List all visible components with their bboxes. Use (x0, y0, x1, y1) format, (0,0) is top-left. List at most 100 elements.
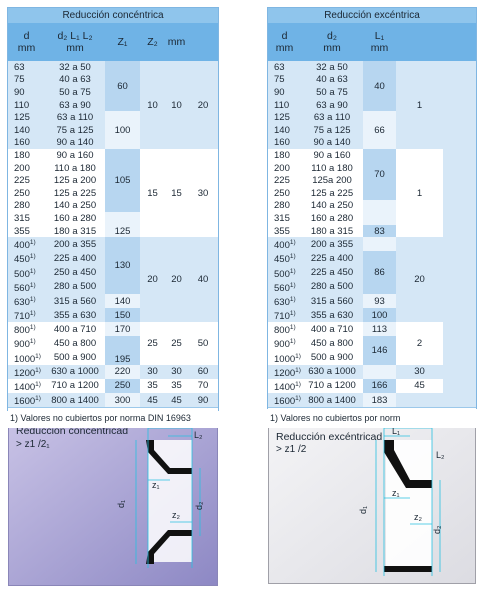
footnote-mark: 1) (29, 239, 36, 247)
cell-d: 10001) (8, 350, 45, 365)
cell-d2: 355 a 630 (301, 308, 363, 323)
cell-d2: 280 a 500 (45, 279, 105, 294)
cell-d2: 125 a 225 (45, 186, 105, 200)
cell-d2: 140 a 250 (301, 199, 363, 213)
cell-e: 1 (396, 149, 443, 238)
column-header: mm (165, 23, 188, 61)
cell-d2: 90 a 140 (301, 136, 363, 150)
header-text: mm (275, 42, 294, 54)
cell-d2: 180 a 315 (45, 224, 105, 238)
cell-z: 10 (165, 61, 188, 150)
cell-empty (443, 61, 476, 408)
column-header (396, 23, 443, 61)
dim-label: z₂ (172, 510, 181, 520)
data-row: 180 90 a 160 70 1 (268, 149, 476, 238)
cell-z1: 140 (105, 293, 140, 309)
cell-d: 200 (8, 161, 45, 175)
footnote: 1) Valores no cubiertos por norma DIN 16… (8, 407, 219, 429)
data-row: 160 90 a 140 (8, 136, 218, 150)
data-row: 200 110 a 180 (8, 161, 218, 175)
d-value: 280 (274, 200, 290, 212)
cell-z: 35 (140, 378, 165, 394)
cell-d: 6301) (268, 293, 301, 309)
pipe-interior (148, 440, 192, 562)
header-row: d mm d₂ mm L₁ mm (268, 23, 476, 61)
cell-d2: 63 a 90 (301, 98, 363, 112)
header-text: mm (370, 42, 389, 54)
data-row: 225 125 a 200 (8, 174, 218, 187)
data-row: 8001) 400 a 710 170 25 25 50 (8, 322, 219, 365)
cell-d: 14001) (268, 378, 301, 394)
dim-label: d₂ (432, 525, 442, 534)
cell-empty (363, 364, 396, 379)
cell-l1: 93 (363, 293, 396, 309)
cell-z1: 300 (105, 393, 140, 408)
cell-d: 160 (8, 136, 45, 150)
cell-d: 63 (268, 61, 301, 74)
cell-d: 160 (268, 136, 301, 150)
data-row: 12001) 630 a 1000 220 30 30 60 (8, 364, 219, 379)
cell-d2: 140 a 250 (45, 199, 105, 213)
diagram-concentric: Reducción concéntricad > z1 /2₁ L₁ L₂ z₁… (8, 418, 218, 586)
cell-l1: 183 (363, 393, 396, 408)
dim-label: L₂ (436, 450, 445, 460)
cell-d2: 160 a 280 (45, 212, 105, 225)
footnote-mark: 1) (289, 338, 296, 346)
cell-d: 7101) (8, 308, 45, 323)
footnote-mark: 1) (29, 295, 36, 303)
table-title: Reducción excéntrica (268, 8, 476, 23)
data-row: 8001) 400 a 710 113 2 (268, 322, 476, 365)
footnote-mark: 1) (35, 395, 41, 403)
data-row: 315 160 a 280 125 (8, 212, 218, 238)
cell-d: 9001) (8, 336, 45, 351)
d-value: 180 (14, 149, 30, 161)
data-row: 4501) 225 a 400 (8, 251, 218, 266)
cell-l1: 100 (363, 308, 396, 323)
header-text: mm (167, 36, 186, 48)
data-row: 180 90 a 160 105 15 15 30 (8, 149, 219, 238)
data-row: 10001) 500 a 900 (268, 350, 476, 365)
d-value: 1000 (14, 353, 36, 365)
cell-d2: 710 a 1200 (45, 378, 105, 394)
cell-d2: 50 a 75 (45, 86, 105, 99)
cell-e: 20 (396, 237, 443, 323)
left-table: Reducción concéntrica d mm d₂ L₁ L₂ mm Z₁ Z₂ mm… (8, 8, 219, 429)
cell-d2: 110 a 180 (301, 161, 363, 175)
cell-d2: 40 a 63 (301, 73, 363, 87)
data-row: 140 75 a 125 (8, 123, 218, 137)
cell-d: 4501) (8, 251, 45, 266)
cell-e: 45 (396, 378, 443, 394)
cell-d: 355 (8, 224, 45, 238)
d-value: 180 (274, 149, 290, 161)
data-row: 14001) 710 a 1200 250 35 35 70 (8, 378, 219, 394)
d-value: 200 (14, 162, 30, 174)
cell-empty (363, 237, 396, 252)
footnote-mark: 1) (295, 366, 301, 374)
footnote-row: 1) Valores no cubiertos por norma DIN 16… (8, 407, 219, 429)
header-text: d₂ L₁ L₂ (57, 30, 93, 42)
cell-d2: 400 a 710 (45, 322, 105, 337)
cell-d2: 250 a 450 (45, 265, 105, 280)
cell-d2: 225 a 400 (45, 251, 105, 266)
cell-d: 225 (8, 174, 45, 187)
cell-d2: 50 a 75 (301, 86, 363, 99)
cell-l1: 113 (363, 322, 396, 337)
data-row: 16001) 800 a 1400 300 45 45 90 (8, 393, 219, 408)
right-table: Reducción excéntrica d mm d₂ mm L₁ mm 63 32 a 50… (268, 8, 476, 429)
d-value: 225 (274, 175, 290, 187)
footnote-mark: 1) (29, 253, 36, 261)
cell-d2: 90 a 160 (45, 149, 105, 162)
footnote-mark: 1) (29, 281, 36, 289)
data-row: 5601) 280 a 500 (8, 279, 218, 294)
cell-d2: 630 a 1000 (301, 364, 363, 379)
d-value: 280 (14, 200, 30, 212)
cell-d: 63 (8, 61, 45, 74)
cell-d: 280 (268, 199, 301, 213)
cell-z: 30 (188, 149, 219, 238)
cell-z: 60 (188, 364, 219, 379)
cell-l1: 86 (363, 251, 396, 294)
cell-d: 4001) (8, 237, 45, 252)
cell-z: 70 (188, 378, 219, 394)
cell-d: 16001) (268, 393, 301, 408)
